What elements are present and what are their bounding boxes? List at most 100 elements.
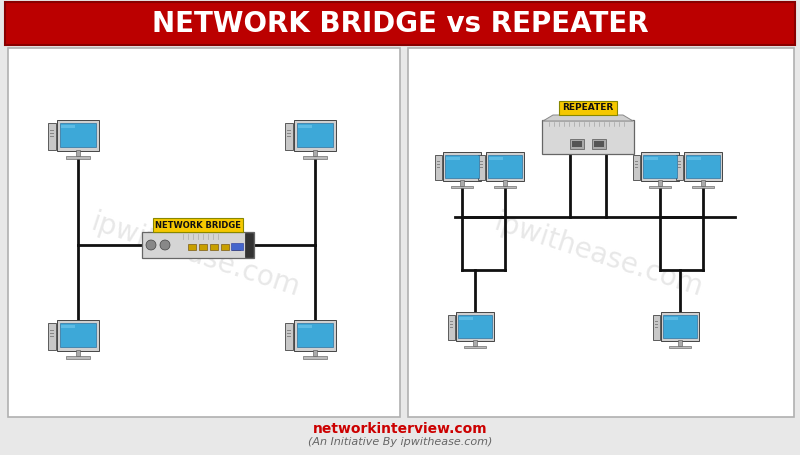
Bar — [199, 244, 207, 250]
Bar — [478, 155, 485, 180]
Bar — [50, 136, 54, 137]
Bar — [153, 218, 243, 232]
Bar — [592, 139, 606, 149]
Bar — [287, 330, 291, 331]
Bar — [5, 2, 795, 45]
Bar — [287, 333, 291, 334]
Bar — [298, 323, 333, 348]
Bar — [188, 244, 196, 250]
Bar — [663, 315, 697, 338]
Bar — [8, 48, 400, 417]
FancyBboxPatch shape — [294, 120, 336, 151]
Polygon shape — [543, 115, 633, 121]
Bar — [232, 244, 240, 250]
Bar — [76, 150, 80, 156]
Bar — [49, 123, 56, 150]
Bar — [649, 186, 671, 188]
Bar — [437, 164, 440, 165]
FancyBboxPatch shape — [442, 152, 482, 181]
Bar — [464, 346, 486, 349]
Bar — [645, 157, 658, 160]
FancyBboxPatch shape — [661, 312, 699, 340]
FancyBboxPatch shape — [641, 152, 679, 181]
Bar — [559, 101, 617, 115]
Bar — [287, 130, 291, 131]
Bar — [50, 330, 54, 331]
Bar — [675, 155, 683, 180]
Bar — [503, 180, 506, 186]
Bar — [634, 167, 638, 168]
Bar — [298, 123, 333, 147]
Bar — [687, 157, 701, 160]
Bar — [678, 161, 681, 162]
Bar — [210, 244, 218, 250]
Bar — [654, 321, 658, 322]
Bar — [231, 243, 243, 250]
Bar — [450, 324, 453, 325]
FancyBboxPatch shape — [142, 232, 254, 258]
Bar — [678, 167, 681, 168]
Circle shape — [146, 240, 156, 250]
Bar — [658, 180, 662, 186]
Bar — [678, 340, 682, 346]
FancyBboxPatch shape — [58, 320, 99, 350]
Bar — [451, 186, 473, 188]
Bar — [479, 161, 483, 162]
FancyBboxPatch shape — [486, 152, 524, 181]
Bar — [49, 324, 56, 350]
Bar — [570, 139, 584, 149]
Bar — [447, 315, 455, 340]
Bar — [221, 244, 229, 250]
Bar — [654, 324, 658, 325]
Text: ipwithease.com: ipwithease.com — [87, 208, 303, 302]
Bar — [489, 155, 522, 177]
Bar — [450, 327, 453, 328]
Bar — [594, 141, 604, 147]
Bar — [634, 164, 638, 165]
Bar — [437, 161, 440, 162]
Bar — [245, 233, 253, 257]
Bar — [60, 323, 96, 348]
Text: (An Initiative By ipwithease.com): (An Initiative By ipwithease.com) — [308, 437, 492, 447]
Bar — [634, 161, 638, 162]
Bar — [653, 315, 660, 340]
Bar — [313, 150, 317, 156]
FancyBboxPatch shape — [58, 120, 99, 151]
Bar — [479, 164, 483, 165]
Bar — [474, 340, 477, 346]
Bar — [50, 333, 54, 334]
Bar — [66, 156, 90, 159]
Bar — [62, 125, 75, 128]
Bar — [678, 164, 681, 165]
Bar — [446, 157, 460, 160]
Circle shape — [160, 240, 170, 250]
Bar — [50, 130, 54, 131]
Bar — [50, 336, 54, 337]
Bar — [434, 155, 442, 180]
Text: NETWORK BRIDGE: NETWORK BRIDGE — [155, 221, 241, 229]
Bar — [654, 327, 658, 328]
Bar — [62, 325, 75, 328]
Bar — [408, 48, 794, 417]
FancyBboxPatch shape — [542, 120, 634, 154]
Bar — [643, 155, 677, 177]
Bar — [692, 186, 714, 188]
Bar — [286, 324, 294, 350]
Bar — [303, 156, 327, 159]
FancyBboxPatch shape — [684, 152, 722, 181]
Bar — [50, 133, 54, 134]
Text: NETWORK BRIDGE vs REPEATER: NETWORK BRIDGE vs REPEATER — [152, 10, 648, 37]
Bar — [479, 167, 483, 168]
Bar — [298, 325, 313, 328]
Bar — [66, 356, 90, 359]
Bar — [287, 136, 291, 137]
Text: networkinterview.com: networkinterview.com — [313, 422, 487, 436]
Bar — [490, 157, 502, 160]
Bar — [459, 317, 473, 320]
Bar — [494, 186, 516, 188]
Bar — [287, 336, 291, 337]
Bar — [458, 315, 491, 338]
Text: REPEATER: REPEATER — [562, 103, 614, 112]
Bar — [446, 155, 478, 177]
Bar — [287, 133, 291, 134]
